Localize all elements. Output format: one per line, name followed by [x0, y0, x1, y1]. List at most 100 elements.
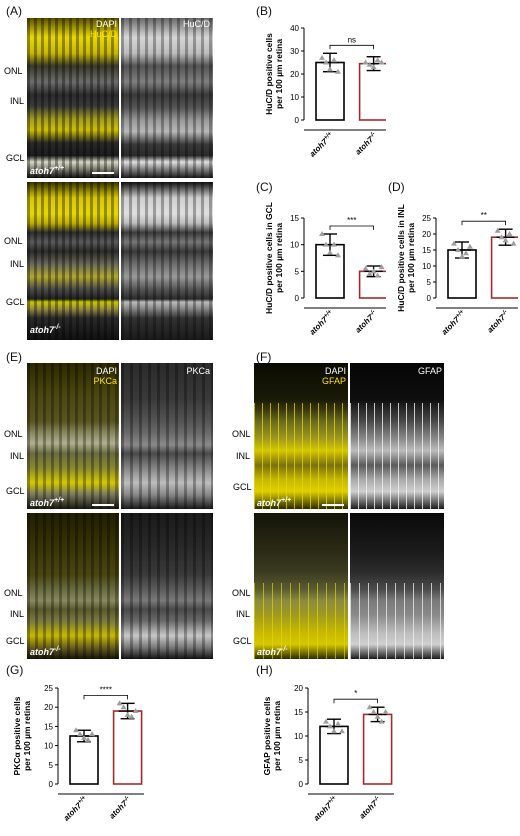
micrograph-e-ko-merge: [27, 513, 119, 659]
chart-c: HuC/D positive cells in GCLper 100 µm re…: [264, 202, 386, 337]
y-tick-label-g: 5: [49, 761, 54, 770]
significance-bracket-g: [83, 694, 128, 700]
layer-label-inl-f: INL: [236, 451, 251, 461]
chart-h: GFAP positive cellsper 100 µm retina 0 5 10…: [262, 684, 394, 823]
data-point-h: [366, 704, 373, 710]
x-tick-label-h: atoh7+/+: [312, 795, 340, 823]
y-axis-label-line: HuC/D positive cells: [264, 33, 274, 115]
y-tick-label-d: 15: [422, 246, 431, 255]
genotype-label-wt-f: atoh7+/+: [257, 497, 292, 508]
scale-bar: [92, 172, 114, 174]
y-tick-label-g: 10: [44, 742, 53, 751]
data-point-c: [327, 249, 333, 255]
data-point-d: [459, 253, 465, 259]
y-axis-label-line: per 100 µm retina: [22, 701, 32, 771]
data-point-c: [370, 268, 377, 274]
x-tick-label-sup: +/+: [323, 131, 334, 142]
layer-label-inl: INL: [10, 96, 25, 106]
x-tick-label-c: atoh7+/+: [308, 309, 336, 337]
data-point-c: [319, 231, 325, 236]
data-point-h: [331, 728, 337, 734]
genotype-label-ko-f: atoh7-/-: [257, 646, 288, 657]
panel-letter-h: (H): [256, 663, 273, 677]
y-tick-label-g: 25: [44, 684, 53, 693]
layer-label-gcl-e: GCL: [6, 486, 25, 496]
x-tick-label-b: atoh7+/+: [308, 131, 336, 159]
data-point-g: [73, 727, 79, 733]
layer-label-gcl-f: GCL: [233, 482, 252, 492]
data-point-g: [132, 708, 139, 714]
data-point-c: [366, 271, 373, 276]
micrograph-a-ko-merge: [27, 182, 119, 340]
x-tick-label-sup: -/-: [369, 131, 377, 139]
layer-label-onl-e: ONL: [4, 429, 23, 439]
bar-d-ko: [490, 236, 518, 299]
data-point-g: [124, 711, 131, 717]
genotype-label-ko-e: atoh7-/-: [30, 646, 61, 657]
y-tick-label-c: 15: [290, 214, 299, 223]
x-tick-label-sup: -/-: [369, 309, 377, 317]
x-tick-label-g: atoh7+/+: [62, 795, 90, 823]
data-point-b: [323, 59, 329, 65]
y-tick-label-c: 5: [295, 267, 300, 276]
significance-label-d: **: [481, 211, 487, 220]
y-tick-label-d: 0: [427, 294, 432, 303]
data-point-h: [374, 713, 381, 719]
x-tick-label-h: atoh7-/-: [358, 795, 383, 820]
data-point-c: [331, 241, 337, 247]
data-point-h: [339, 728, 345, 734]
channel-label-dapi-f: DAPI: [324, 366, 346, 376]
y-tick-label-h: 10: [294, 732, 303, 741]
data-point-g: [77, 731, 83, 737]
data-point-g: [85, 736, 91, 742]
y-tick-label-b: 30: [290, 47, 299, 56]
panel-letter-d: (D): [388, 180, 405, 194]
x-tick-label-c: atoh7-/-: [354, 309, 379, 334]
panel-letter-b: (B): [256, 4, 272, 18]
y-tick-label-b: 0: [295, 116, 300, 125]
chart-d: HuC/D positive cells in INLper 100 µm re…: [396, 204, 518, 337]
layer-label-onl-ko: ONL: [4, 236, 23, 246]
panel-letter-f: (F): [256, 350, 272, 364]
x-tick-label-sup: +/+: [455, 309, 466, 320]
micrograph-f-wt-merge: [254, 363, 348, 509]
significance-bracket-b: [329, 44, 374, 50]
chart-g: PKCα positive cellsper 100 µm retina 0 5 10…: [12, 684, 144, 823]
x-tick-label-sup: +/+: [327, 795, 338, 806]
bar-c-ko: [358, 270, 386, 299]
data-point-h: [327, 723, 333, 729]
x-tick-label-d: atoh7-/-: [486, 309, 511, 334]
channel-label-f-gray: GFAP: [417, 366, 442, 376]
y-tick-label-d: 5: [427, 278, 432, 287]
significance-bracket-h: [333, 698, 378, 704]
data-point-g: [89, 731, 95, 737]
chart-b: HuC/D positive cellsper 100 µm retina 0 10…: [264, 24, 386, 159]
y-axis-label-line: HuC/D positive cells in INL: [396, 204, 406, 312]
data-point-h: [370, 709, 377, 714]
micrograph-f-wt-gray: [350, 363, 444, 509]
data-point-d: [506, 231, 513, 236]
channel-label-a-gray: HuC/D: [182, 19, 210, 29]
micrograph-e-wt-gray: [121, 363, 213, 509]
data-point-c: [362, 265, 369, 271]
data-point-d: [467, 243, 473, 249]
bar-g-ko: [112, 710, 143, 785]
y-tick-label-c: 0: [295, 294, 300, 303]
data-point-d: [451, 240, 457, 246]
micrograph-e-ko-gray: [121, 513, 213, 659]
data-point-c: [335, 252, 341, 258]
layer-label-gcl-ko: GCL: [6, 297, 25, 307]
data-point-h: [323, 718, 329, 724]
channel-label-dapi: DAPI: [95, 19, 117, 29]
y-axis-label-line: per 100 µm retina: [406, 223, 416, 293]
data-point-c: [378, 264, 385, 270]
y-tick-label-h: 20: [294, 684, 303, 693]
layer-label-gcl-e-ko: GCL: [6, 636, 25, 646]
micrograph-e-wt-merge: [27, 363, 119, 509]
layer-label-inl-f-ko: INL: [236, 609, 251, 619]
y-axis-label-d: HuC/D positive cells in INLper 100 µm re…: [396, 204, 416, 312]
y-axis-label-line: GFAP positive cells: [262, 696, 272, 775]
layer-label-onl: ONL: [4, 66, 23, 76]
y-axis-label-c: HuC/D positive cells in GCLper 100 µm re…: [264, 202, 284, 314]
layer-label-gcl: GCL: [6, 153, 25, 163]
